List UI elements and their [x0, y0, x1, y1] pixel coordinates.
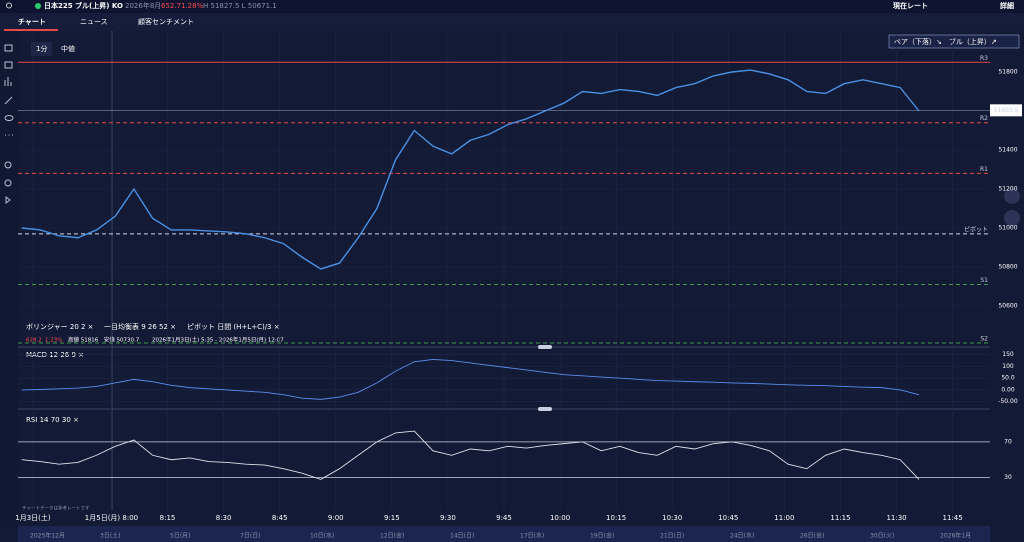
y-tick-label: 0.00 — [1001, 386, 1015, 393]
stats-range: 高値 51816 安値 50730.7 — [68, 336, 140, 344]
y-tick-label: 51400 — [998, 147, 1017, 154]
date-label: 10日(水) — [310, 532, 334, 540]
x-tick-label: 8:30 — [216, 514, 232, 522]
date-label: 19日(金) — [590, 532, 614, 540]
date-label: 30日(火) — [870, 533, 894, 540]
pivot-label: ピボット — [964, 225, 988, 233]
x-tick-label: 9:30 — [440, 514, 456, 522]
date-label: 21日(日) — [660, 533, 684, 540]
x-tick-label: 10:00 — [550, 514, 570, 522]
x-tick-label: 11:15 — [830, 514, 850, 522]
panel-title: RSI 14 70 30 × — [26, 416, 79, 424]
x-tick-label: 10:15 — [606, 514, 626, 522]
stats-change: 628.2 — [26, 338, 42, 344]
tab-underline — [4, 29, 58, 31]
float-button[interactable] — [1004, 188, 1020, 204]
legend-item[interactable]: 一目均衡表 9 26 52 × — [104, 322, 176, 331]
direction: ベア（下落）↘ ブル（上昇）↗ — [894, 37, 997, 46]
date-label: 2026年1月 — [940, 532, 971, 540]
date-label: 5日(月) — [170, 533, 191, 540]
tab[interactable]: 顧客センチメント — [138, 17, 194, 26]
pivot-label: R3 — [980, 55, 988, 62]
y-tick-label: 51200 — [998, 186, 1017, 193]
y-tick-label: 70 — [1004, 438, 1012, 445]
x-tick-label: 10:45 — [718, 514, 738, 522]
change: 652.7 — [161, 2, 181, 10]
resize-handle[interactable] — [538, 407, 552, 411]
date-label: 24日(水) — [730, 532, 754, 540]
direction-box[interactable] — [888, 34, 1020, 49]
x-tick-label: 11:30 — [886, 514, 906, 522]
y-tick-label: 100 — [1002, 363, 1014, 370]
x-tick-label: 8:45 — [272, 514, 288, 522]
date-label: 17日(水) — [520, 532, 544, 540]
x-tick-label: 11:45 — [943, 514, 963, 522]
stats-pct: 1.23% — [45, 338, 62, 344]
series-line — [21, 358, 920, 400]
x-tick-label: 11:00 — [774, 514, 794, 522]
y-tick-label: 51000 — [998, 225, 1017, 232]
date-label: 2025年12月 — [30, 532, 65, 540]
date-label: 7日(日) — [240, 533, 261, 540]
tab-bar — [0, 13, 1024, 31]
x-tick-label: 1月3日(土) — [15, 513, 51, 522]
price-type[interactable]: 中値 — [61, 44, 75, 53]
top-bar — [0, 0, 1024, 13]
date-label: 26日(金) — [800, 532, 824, 540]
y-tick-label: 50600 — [998, 303, 1017, 310]
status-dot — [35, 3, 41, 9]
current-price-box — [990, 104, 1022, 117]
date-label: 3日(土) — [100, 532, 121, 540]
y-tick-label: 150 — [1002, 351, 1014, 358]
current-rate[interactable]: 現在レート — [893, 1, 928, 10]
change-pct: 1.28% — [181, 2, 204, 10]
legend-item[interactable]: ピボット 日間 (H+L+C)/3 × — [187, 323, 280, 331]
float-button[interactable] — [1004, 210, 1020, 226]
expiry: 2026年8月 — [125, 1, 161, 10]
series-line — [21, 69, 920, 270]
tab[interactable]: ニュース — [80, 18, 108, 26]
y-tick-label: 51800 — [998, 69, 1017, 76]
current-price: 51603.5 — [994, 107, 1019, 114]
x-tick-label: 9:45 — [496, 514, 512, 522]
date-strip — [18, 526, 990, 542]
series-line — [21, 430, 920, 480]
pivot-label: R1 — [980, 166, 988, 173]
x-tick-label: 1月5日(月) 8:00 — [85, 514, 138, 522]
x-tick-label: 9:00 — [328, 514, 344, 522]
resize-handle[interactable] — [538, 345, 552, 349]
x-tick-label: 9:15 — [384, 514, 400, 522]
legend-item[interactable]: ボリンジャー 20 2 × — [26, 323, 94, 331]
interval: 1分 — [36, 44, 47, 53]
y-tick-label: 30 — [1004, 474, 1012, 481]
left-toolbar — [0, 31, 18, 527]
tool-icons[interactable] — [4, 44, 14, 204]
pivot-label: S1 — [980, 277, 988, 284]
x-tick-label: 8:15 — [160, 514, 176, 522]
range: H 51827.5 L 50671.1 — [203, 2, 277, 10]
pivot-label: S2 — [980, 336, 988, 343]
footnote: チャートデータは参考レートです — [22, 505, 90, 512]
interval-button[interactable] — [31, 42, 52, 56]
y-tick-label: 50.0 — [1001, 375, 1015, 382]
tab[interactable]: チャート — [18, 18, 46, 26]
y-tick-label: -50.00 — [998, 398, 1018, 405]
y-tick-label: 50800 — [998, 264, 1017, 271]
x-tick-label: 10:30 — [662, 514, 682, 522]
stats-period: 2026年1月3日(土) 5:35 - 2026年1月5日(月) 12:07 — [152, 336, 284, 344]
date-label: 12日(金) — [380, 532, 404, 540]
date-label: 14日(日) — [450, 533, 474, 540]
search-icon[interactable] — [6, 2, 12, 9]
pivot-label: R2 — [980, 115, 988, 122]
instrument: 日本225 ブル(上昇) KO — [44, 1, 123, 10]
details[interactable]: 詳細 — [1000, 1, 1014, 10]
